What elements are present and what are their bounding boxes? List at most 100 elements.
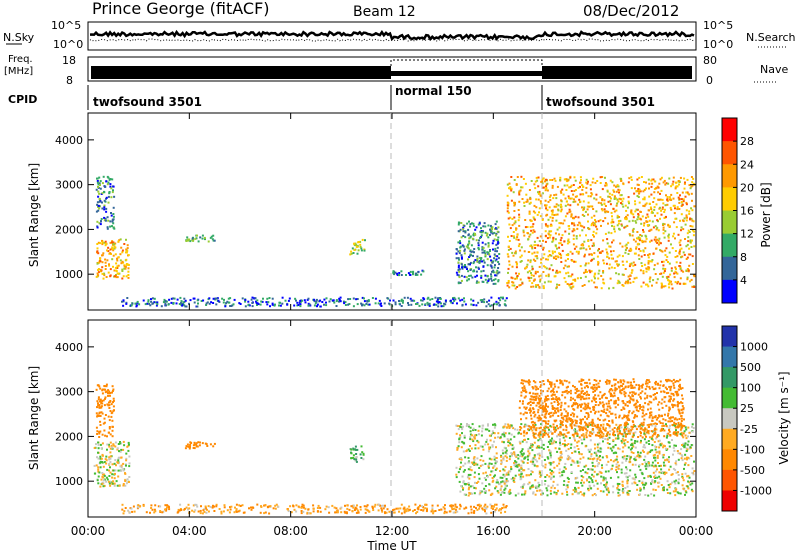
heatmap-cell [184,447,187,450]
heatmap-cell [640,262,643,265]
heatmap-cell [452,298,455,301]
heatmap-cell [119,465,122,468]
heatmap-cell [618,197,621,200]
heatmap-cell [638,217,641,220]
heatmap-cell [520,418,522,421]
heatmap-cell [645,267,648,270]
heatmap-cell [508,182,511,185]
heatmap-cell [605,427,607,430]
heatmap-cell [636,455,639,458]
heatmap-cell [487,242,490,245]
heatmap-cell [560,450,563,453]
heatmap-cell [435,300,438,303]
heatmap-cell [567,478,570,480]
heatmap-cell [473,437,476,440]
heatmap-cell [550,230,553,233]
heatmap-cell [348,303,351,305]
heatmap-cell [462,481,465,484]
heatmap-cell [412,510,414,513]
heatmap-cell [515,455,518,458]
heatmap-cell [483,509,486,511]
heatmap-cell [105,476,108,479]
heatmap-cell [539,235,542,238]
heatmap-cell [102,479,105,482]
heatmap-cell [615,463,618,466]
heatmap-cell [542,256,545,259]
heatmap-cell [459,503,462,506]
heatmap-cell [573,260,576,263]
heatmap-cell [529,404,532,407]
heatmap-cell [556,185,559,188]
heatmap-cell [467,243,470,246]
heatmap-cell [524,226,527,229]
heatmap-cell [657,440,660,443]
heatmap-cell [603,262,605,265]
heatmap-cell [103,216,106,219]
heatmap-cell [543,420,546,423]
heatmap-cell [507,211,510,214]
heatmap-cell [593,451,596,454]
heatmap-cell [368,510,371,513]
heatmap-cell [349,298,352,300]
heatmap-cell [223,504,226,507]
heatmap-cell [463,249,466,252]
heatmap-cell [555,205,558,208]
heatmap-cell [102,485,105,488]
heatmap-cell [505,505,508,507]
heatmap-cell [686,191,689,194]
heatmap-cell [583,271,586,274]
heatmap-cell [622,491,625,494]
heatmap-cell [115,464,117,467]
heatmap-cell [619,194,622,197]
heatmap-cell [210,301,213,304]
heatmap-cell [604,205,607,207]
heatmap-cell [500,485,503,488]
heatmap-cell [607,200,610,203]
heatmap-cell [539,194,542,197]
heatmap-cell [123,267,126,270]
heatmap-cell [680,448,683,451]
heatmap-cell [550,442,553,445]
heatmap-cell [571,259,574,262]
heatmap-cell [578,461,581,464]
heatmap-cell [624,487,627,489]
heatmap-cell [531,445,534,448]
heatmap-cell [651,416,654,419]
heatmap-cell [264,504,267,507]
heatmap-cell [605,248,608,251]
heatmap-cell [251,296,254,299]
heatmap-cell [492,432,495,434]
heatmap-cell [608,257,611,260]
heatmap-cell [293,304,296,307]
heatmap-cell [153,511,156,514]
heatmap-cell [464,230,467,233]
heatmap-cell [494,264,496,267]
heatmap-cell [623,442,626,445]
heatmap-cell [206,445,209,447]
heatmap-cell [563,445,566,448]
heatmap-cell [560,401,563,404]
heatmap-cell [496,303,498,306]
heatmap-cell [678,252,681,255]
heatmap-cell [684,442,687,445]
heatmap-cell [627,493,630,496]
heatmap-cell [596,459,598,462]
heatmap-cell [405,274,407,276]
heatmap-cell [460,426,463,429]
heatmap-cell [394,301,397,304]
heatmap-cell [515,261,518,264]
heatmap-cell [494,247,497,250]
heatmap-cell [612,286,615,289]
heatmap-cell [681,426,684,429]
heatmap-cell [450,504,453,507]
heatmap-cell [601,466,604,469]
heatmap-cell [133,510,136,513]
heatmap-cell [467,488,470,491]
heatmap-cell [497,436,499,439]
heatmap-cell [102,476,105,479]
heatmap-cell [653,208,656,211]
heatmap-cell [661,471,664,474]
heatmap-cell [548,267,551,270]
heatmap-cell [631,412,634,415]
heatmap-cell [480,230,483,232]
